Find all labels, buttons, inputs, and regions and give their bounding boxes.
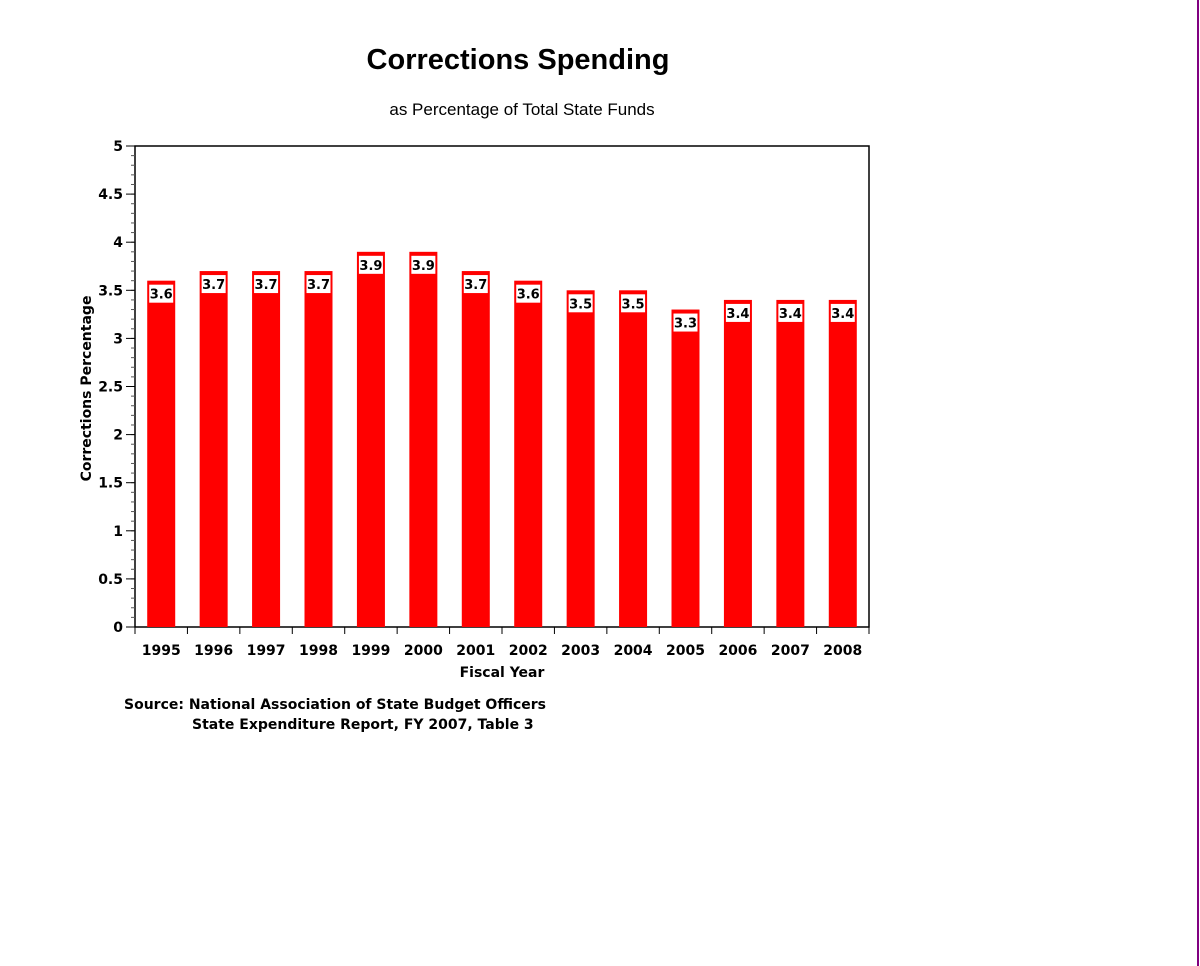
data-label-box — [254, 275, 279, 294]
bar — [828, 299, 857, 627]
data-label-box — [568, 294, 593, 313]
bar — [461, 271, 490, 627]
x-tick-label: 2003 — [561, 643, 600, 659]
x-tick-label: 2004 — [614, 643, 653, 659]
y-tick-label: 2 — [113, 428, 123, 444]
y-tick-label: 4.5 — [98, 187, 123, 203]
data-label-box — [778, 303, 803, 322]
y-tick-label: 0.5 — [98, 572, 123, 588]
data-label: 3.3 — [674, 317, 697, 332]
y-tick-label: 0 — [113, 620, 123, 636]
data-label: 3.6 — [150, 288, 173, 303]
data-label-box — [673, 313, 698, 332]
source-line-2: State Expenditure Report, FY 2007, Table… — [192, 717, 534, 733]
plot-frame — [134, 145, 870, 628]
chart-subtitle: as Percentage of Total State Funds — [389, 100, 655, 119]
data-label: 3.7 — [255, 278, 278, 293]
bar — [566, 290, 595, 627]
y-tick-label: 1.5 — [98, 476, 123, 492]
y-tick-label: 3.5 — [98, 283, 123, 299]
y-axis-label: Corrections Percentage — [79, 296, 95, 482]
bar — [356, 251, 385, 627]
x-tick-label: 1997 — [247, 643, 286, 659]
data-label: 3.9 — [412, 259, 435, 274]
x-axis-label: Fiscal Year — [460, 665, 545, 681]
data-label-box — [358, 255, 383, 274]
x-tick-label: 1999 — [351, 643, 390, 659]
y-tick-label: 4 — [113, 235, 123, 251]
bar — [723, 299, 752, 627]
bar — [147, 280, 176, 627]
data-label-box — [463, 275, 488, 294]
data-label-box — [516, 284, 541, 303]
bar — [671, 309, 700, 627]
bar — [619, 290, 648, 627]
x-tick-label: 1995 — [142, 643, 181, 659]
data-label: 3.5 — [622, 297, 645, 312]
bar — [199, 271, 228, 627]
data-label-box — [201, 275, 226, 294]
data-label: 3.9 — [359, 259, 382, 274]
source-note: Source: National Association of State Bu… — [124, 695, 546, 735]
y-tick-label: 1 — [113, 524, 123, 540]
x-tick-label: 2000 — [404, 643, 443, 659]
data-label: 3.7 — [202, 278, 225, 293]
x-tick-label: 2008 — [823, 643, 862, 659]
window-edge — [1197, 0, 1199, 966]
data-label-box — [411, 255, 436, 274]
data-label-box — [830, 303, 855, 322]
source-line-1: Source: National Association of State Bu… — [124, 697, 546, 713]
data-label: 3.7 — [464, 278, 487, 293]
data-label-box — [621, 294, 646, 313]
bar — [304, 271, 333, 627]
x-tick-label: 2007 — [771, 643, 810, 659]
bar — [252, 271, 281, 627]
data-label: 3.4 — [779, 307, 802, 322]
data-label-box — [306, 275, 331, 294]
x-tick-label: 1996 — [194, 643, 233, 659]
data-label-box — [149, 284, 174, 303]
x-tick-label: 2006 — [718, 643, 757, 659]
bar — [409, 251, 438, 627]
data-label: 3.5 — [569, 297, 592, 312]
y-tick-label: 2.5 — [98, 380, 123, 396]
bar — [776, 299, 805, 627]
data-label: 3.7 — [307, 278, 330, 293]
y-tick-label: 5 — [113, 139, 123, 155]
x-tick-label: 2002 — [509, 643, 548, 659]
data-label: 3.4 — [831, 307, 854, 322]
chart-title: Corrections Spending — [366, 44, 670, 76]
y-tick-label: 3 — [113, 331, 123, 347]
bar — [514, 280, 543, 627]
x-tick-label: 1998 — [299, 643, 338, 659]
x-tick-label: 2005 — [666, 643, 705, 659]
data-label-box — [725, 303, 750, 322]
data-label: 3.6 — [517, 288, 540, 303]
x-tick-label: 2001 — [456, 643, 495, 659]
data-label: 3.4 — [726, 307, 749, 322]
